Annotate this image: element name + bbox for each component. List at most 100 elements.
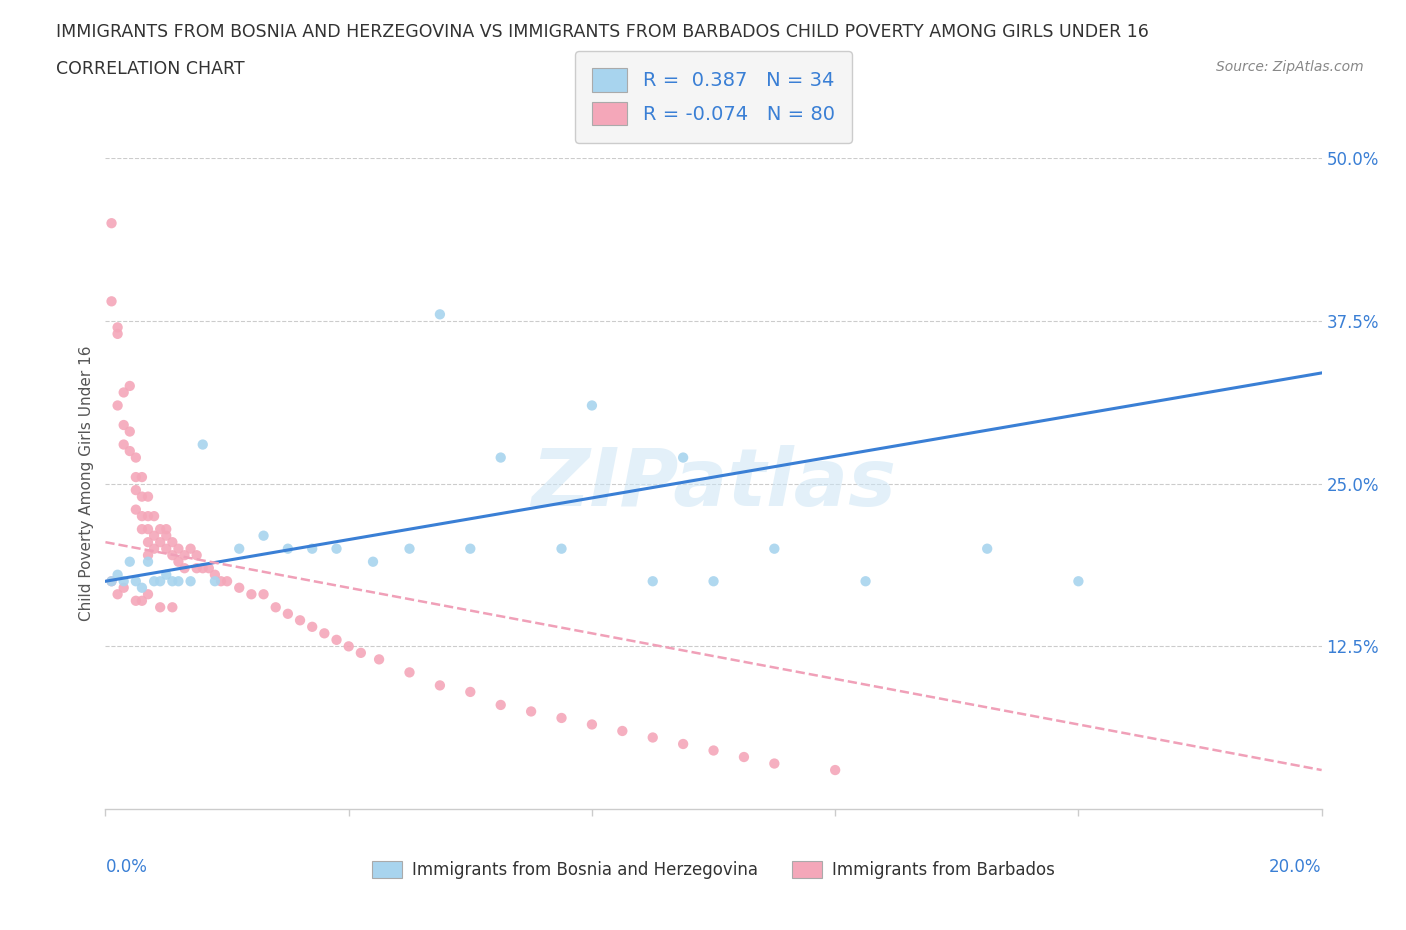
Point	[112, 580, 135, 595]
Point	[118, 444, 141, 458]
Point	[155, 567, 177, 582]
Point	[325, 632, 347, 647]
Point	[368, 652, 391, 667]
Point	[641, 574, 664, 589]
Point	[118, 424, 141, 439]
Point	[136, 522, 159, 537]
Point	[149, 574, 172, 589]
Point	[162, 535, 184, 550]
Point	[125, 574, 148, 589]
Point	[350, 645, 373, 660]
Text: 20.0%: 20.0%	[1270, 857, 1322, 876]
Text: CORRELATION CHART: CORRELATION CHART	[56, 60, 245, 78]
Point	[228, 541, 250, 556]
Point	[107, 326, 129, 341]
Point	[1067, 574, 1090, 589]
Point	[131, 489, 153, 504]
Point	[136, 489, 159, 504]
Point	[314, 626, 336, 641]
Point	[217, 574, 239, 589]
Text: 0.0%: 0.0%	[105, 857, 148, 876]
Point	[131, 509, 153, 524]
Point	[337, 639, 360, 654]
Point	[976, 541, 998, 556]
Point	[112, 385, 135, 400]
Point	[162, 600, 184, 615]
Point	[167, 541, 190, 556]
Point	[824, 763, 846, 777]
Point	[733, 750, 755, 764]
Point	[125, 470, 148, 485]
Point	[301, 619, 323, 634]
Point	[240, 587, 263, 602]
Point	[155, 528, 177, 543]
Point	[550, 711, 572, 725]
Point	[173, 548, 195, 563]
Point	[167, 574, 190, 589]
Point	[763, 541, 786, 556]
Point	[458, 541, 481, 556]
Point	[198, 561, 221, 576]
Point	[180, 541, 202, 556]
Point	[136, 587, 159, 602]
Point	[641, 730, 664, 745]
Point	[162, 574, 184, 589]
Point	[429, 678, 451, 693]
Point	[204, 567, 226, 582]
Point	[702, 574, 725, 589]
Text: Source: ZipAtlas.com: Source: ZipAtlas.com	[1216, 60, 1364, 74]
Point	[581, 717, 603, 732]
Point	[191, 437, 214, 452]
Point	[361, 554, 384, 569]
Point	[398, 665, 420, 680]
Point	[125, 502, 148, 517]
Point	[131, 522, 153, 537]
Point	[143, 509, 166, 524]
Point	[612, 724, 634, 738]
Point	[763, 756, 786, 771]
Point	[107, 398, 129, 413]
Point	[143, 528, 166, 543]
Point	[702, 743, 725, 758]
Point	[112, 418, 135, 432]
Point	[100, 216, 122, 231]
Point	[458, 684, 481, 699]
Point	[112, 574, 135, 589]
Text: IMMIGRANTS FROM BOSNIA AND HERZEGOVINA VS IMMIGRANTS FROM BARBADOS CHILD POVERTY: IMMIGRANTS FROM BOSNIA AND HERZEGOVINA V…	[56, 23, 1149, 41]
Point	[112, 437, 135, 452]
Point	[100, 574, 122, 589]
Legend: Immigrants from Bosnia and Herzegovina, Immigrants from Barbados: Immigrants from Bosnia and Herzegovina, …	[366, 854, 1062, 885]
Point	[149, 522, 172, 537]
Point	[136, 554, 159, 569]
Point	[180, 574, 202, 589]
Point	[855, 574, 877, 589]
Point	[581, 398, 603, 413]
Point	[489, 698, 512, 712]
Point	[125, 450, 148, 465]
Point	[136, 535, 159, 550]
Point	[107, 567, 129, 582]
Point	[131, 593, 153, 608]
Point	[100, 294, 122, 309]
Point	[672, 450, 695, 465]
Point	[186, 561, 208, 576]
Point	[489, 450, 512, 465]
Point	[288, 613, 311, 628]
Point	[301, 541, 323, 556]
Point	[429, 307, 451, 322]
Point	[277, 606, 299, 621]
Point	[118, 554, 141, 569]
Point	[155, 522, 177, 537]
Point	[143, 574, 166, 589]
Point	[264, 600, 287, 615]
Point	[204, 574, 226, 589]
Point	[131, 580, 153, 595]
Point	[186, 548, 208, 563]
Point	[162, 548, 184, 563]
Point	[398, 541, 420, 556]
Point	[277, 541, 299, 556]
Point	[131, 470, 153, 485]
Point	[173, 561, 195, 576]
Point	[209, 574, 232, 589]
Point	[136, 548, 159, 563]
